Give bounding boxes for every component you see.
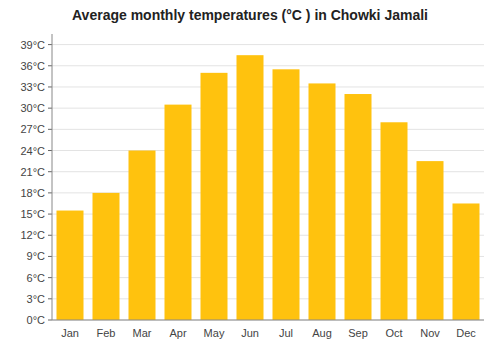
y-tick <box>48 235 52 236</box>
y-tick <box>48 320 52 321</box>
y-tick <box>48 150 52 151</box>
grid-line <box>52 86 484 87</box>
bar <box>309 83 336 320</box>
bar <box>129 151 156 320</box>
y-tick-label: 9°C <box>27 250 46 262</box>
y-tick-label: 36°C <box>20 60 45 72</box>
bar <box>453 203 480 320</box>
grid-line <box>52 129 484 130</box>
y-tick-label: 15°C <box>20 208 45 220</box>
y-tick <box>48 44 52 45</box>
y-tick-label: 30°C <box>20 102 45 114</box>
y-tick-label: 18°C <box>20 187 45 199</box>
y-tick <box>48 65 52 66</box>
x-axis: Jan Feb Mar Apr May Jun Jul Aug Sep Oct Nov Dec <box>61 327 476 339</box>
grid-line <box>52 65 484 66</box>
y-axis: 0°C 3°C 6°C 9°C 12°C 15°C 18°C 21°C 24°C 27°C 30°C… <box>20 39 484 326</box>
bar <box>165 105 192 320</box>
y-tick-label: 21°C <box>20 166 45 178</box>
y-tick <box>48 86 52 87</box>
y-tick <box>48 256 52 257</box>
x-tick-label: Aug <box>312 327 332 339</box>
y-tick-label: 3°C <box>27 293 46 305</box>
y-tick <box>48 298 52 299</box>
title: Average monthly temperatures (°C ) in Ch… <box>72 7 428 23</box>
grid-line <box>52 44 484 45</box>
y-tick <box>48 214 52 215</box>
x-tick-label: Oct <box>385 327 402 339</box>
y-tick-label: 24°C <box>20 145 45 157</box>
chart: Average monthly temperatures (°C ) in Ch… <box>0 0 500 350</box>
y-tick-label: 0°C <box>27 314 46 326</box>
y-tick <box>48 277 52 278</box>
bar <box>57 211 84 320</box>
chart-container: Average monthly temperatures (°C ) in Ch… <box>0 0 500 350</box>
x-tick-label: Apr <box>169 327 186 339</box>
bar <box>345 94 372 320</box>
x-tick-label: Jul <box>279 327 293 339</box>
y-tick <box>48 171 52 172</box>
x-tick-label: Jun <box>241 327 259 339</box>
x-tick-label: Jan <box>61 327 79 339</box>
x-tick-label: Dec <box>456 327 476 339</box>
grid-line <box>52 150 484 151</box>
grid-line <box>52 320 484 321</box>
y-tick <box>48 108 52 109</box>
bar <box>201 73 228 320</box>
y-axis-line <box>52 34 53 320</box>
page: {"chart_data": {"type": "bar", "title": … <box>0 0 500 350</box>
grid-line <box>52 108 484 109</box>
x-tick-label: Nov <box>420 327 440 339</box>
x-axis-line <box>52 320 484 321</box>
x-tick-label: Sep <box>348 327 368 339</box>
bar <box>417 161 444 320</box>
bars <box>57 55 480 320</box>
y-tick-label: 12°C <box>20 229 45 241</box>
x-tick-label: Mar <box>133 327 152 339</box>
x-tick-label: May <box>204 327 225 339</box>
x-tick-label: Feb <box>97 327 116 339</box>
bar <box>381 122 408 320</box>
y-tick <box>48 129 52 130</box>
bar <box>93 193 120 320</box>
y-tick-label: 39°C <box>20 39 45 51</box>
y-tick <box>48 192 52 193</box>
bar <box>237 55 264 320</box>
y-tick-label: 27°C <box>20 123 45 135</box>
y-tick-label: 6°C <box>27 272 46 284</box>
bar <box>273 69 300 320</box>
y-tick-label: 33°C <box>20 81 45 93</box>
